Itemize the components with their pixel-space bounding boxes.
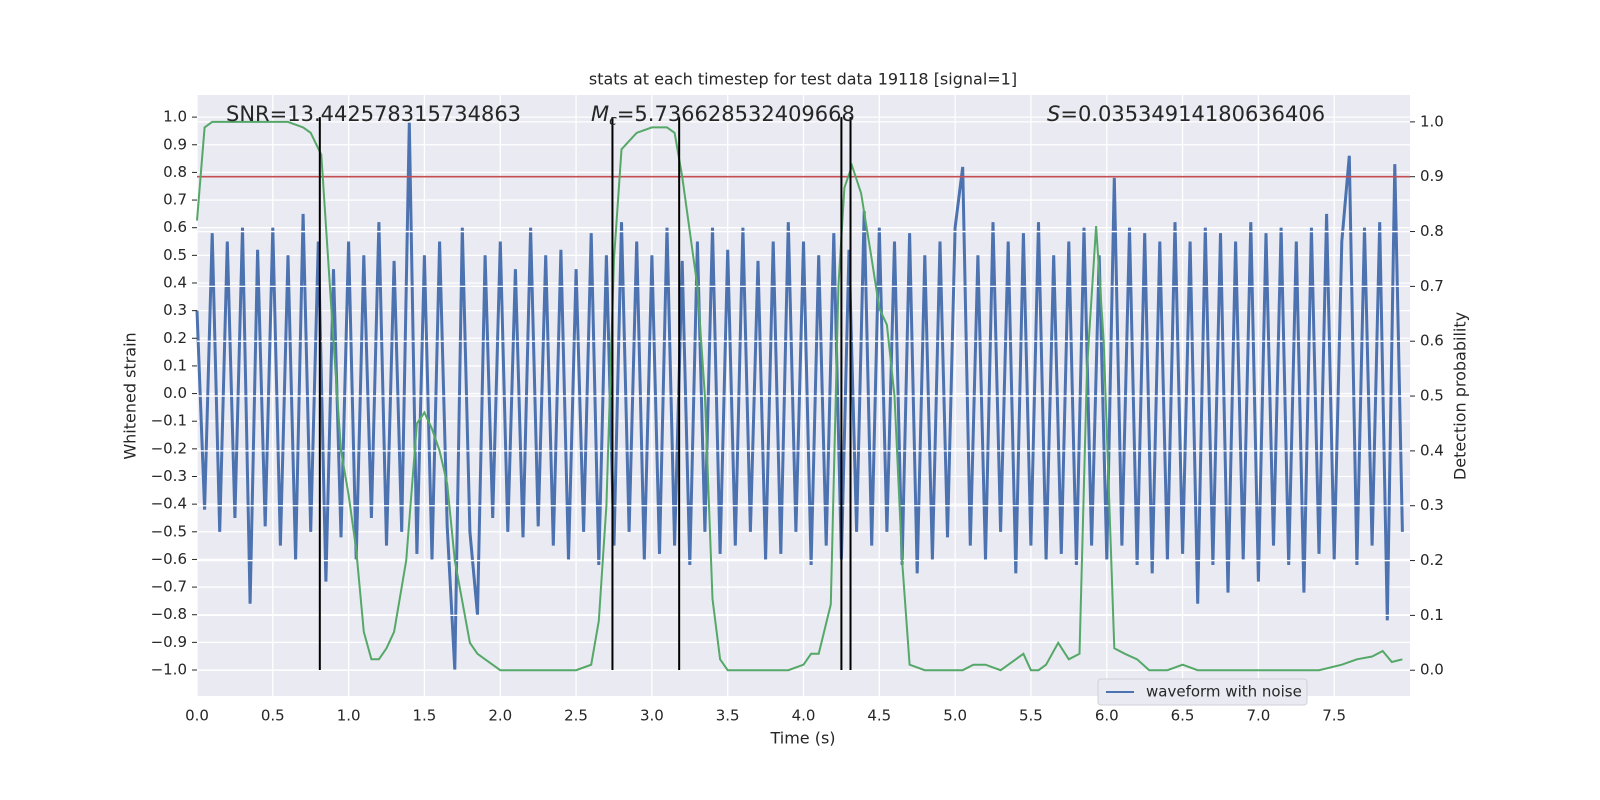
y-tick-label: −0.5 (151, 522, 187, 540)
x-tick-label: 3.5 (716, 707, 740, 725)
y2-tick-label: 0.7 (1420, 277, 1444, 295)
y-tick-label: −0.9 (151, 633, 187, 651)
annotation: SNR=13.442578315734863 (226, 102, 521, 126)
x-tick-label: 4.5 (867, 707, 891, 725)
y2-tick-label: 0.9 (1420, 167, 1444, 185)
y-axis-label: Whitened strain (121, 332, 140, 459)
annotation-symbol: S (1047, 102, 1060, 126)
y2-tick-label: 0.6 (1420, 332, 1444, 350)
y-tick-label: 0.3 (163, 301, 187, 319)
y-tick-label: −0.6 (151, 550, 187, 568)
annotation-text: =0.03534914180636406 (1060, 102, 1325, 126)
y2-axis-label: Detection probability (1451, 312, 1470, 480)
x-tick-label: 3.0 (640, 707, 664, 725)
annotation-text: SNR=13.442578315734863 (226, 102, 521, 126)
y-tick-label: 0.7 (163, 191, 187, 209)
y2-tick-label: 0.5 (1420, 387, 1444, 405)
y2-tick-label: 0.0 (1420, 661, 1444, 679)
annotation-subscript: c (609, 113, 617, 129)
annotation-symbol: M (591, 102, 609, 126)
y-tick-label: −0.8 (151, 605, 187, 623)
y-tick-label: 0.9 (163, 135, 187, 153)
x-axis-label: Time (s) (769, 729, 835, 748)
x-tick-label: 4.0 (792, 707, 816, 725)
y-tick-label: 0.5 (163, 246, 187, 264)
y-tick-label: 0.4 (163, 273, 187, 291)
y-tick-label: 0.0 (163, 384, 187, 402)
x-tick-label: 5.5 (1019, 707, 1043, 725)
x-tick-label: 6.5 (1171, 707, 1195, 725)
y2-tick-label: 0.2 (1420, 551, 1444, 569)
annotation: Mc=5.736628532409668 (591, 102, 855, 129)
y-tick-label: −0.3 (151, 467, 187, 485)
y-tick-label: 1.0 (163, 108, 187, 126)
x-tick-label: 1.0 (337, 707, 361, 725)
legend-box (1097, 678, 1308, 706)
y-tick-label: −1.0 (151, 661, 187, 679)
x-tick-label: 2.5 (564, 707, 588, 725)
x-tick-label: 6.0 (1095, 707, 1119, 725)
y-tick-label: 0.6 (163, 218, 187, 236)
x-tick-label: 5.0 (943, 707, 967, 725)
plot (195, 117, 1410, 672)
x-tick-label: 2.0 (488, 707, 512, 725)
annotation-text: =5.736628532409668 (617, 102, 855, 126)
x-tick-label: 7.0 (1246, 707, 1270, 725)
x-tick-label: 0.0 (185, 707, 209, 725)
y2-tick-label: 0.4 (1420, 441, 1444, 459)
legend-label: waveform with noise (1146, 683, 1302, 701)
y2-tick-label: 1.0 (1420, 112, 1444, 130)
x-tick-label: 0.5 (261, 707, 285, 725)
y-tick-label: 0.1 (163, 356, 187, 374)
y-tick-label: −0.2 (151, 439, 187, 457)
annotation: S=0.03534914180636406 (1047, 102, 1325, 126)
y2-tick-label: 0.3 (1420, 496, 1444, 514)
legend: waveform with noise (1097, 678, 1308, 706)
y-tick-label: −0.4 (151, 495, 187, 513)
y-tick-label: −0.1 (151, 412, 187, 430)
y2-tick-label: 0.8 (1420, 222, 1444, 240)
chart-title: stats at each timestep for test data 191… (589, 70, 1017, 89)
y2-tick-label: 0.1 (1420, 606, 1444, 624)
x-tick-label: 7.5 (1322, 707, 1346, 725)
y-tick-label: −0.7 (151, 578, 187, 596)
y-tick-label: 0.8 (163, 163, 187, 181)
x-tick-label: 1.5 (413, 707, 437, 725)
probability-line (196, 120, 1403, 672)
y-tick-label: 0.2 (163, 329, 187, 347)
